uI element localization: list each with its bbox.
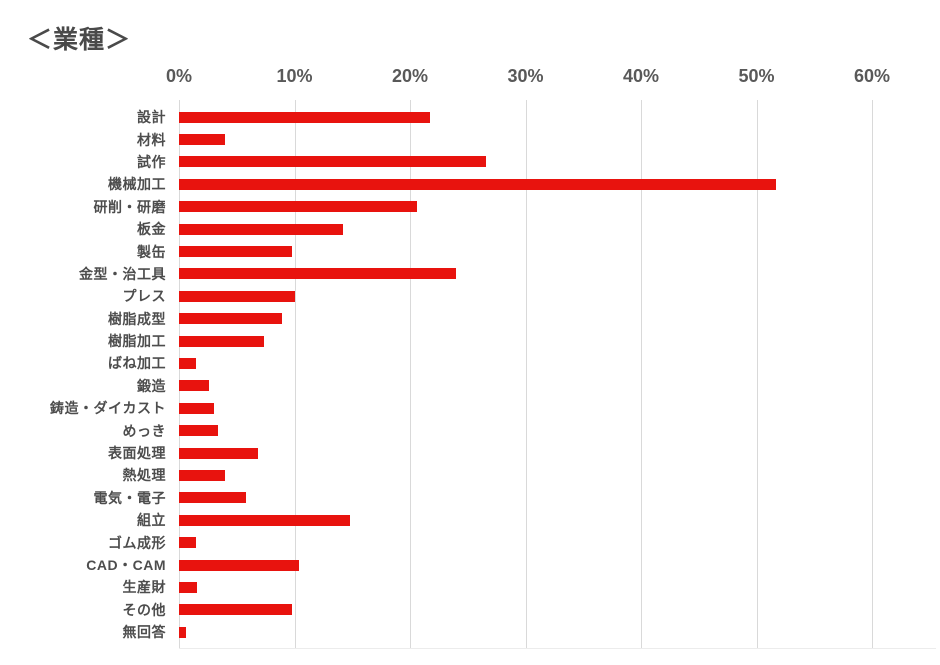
gridline xyxy=(872,100,873,648)
bar-row xyxy=(179,151,936,173)
bar-row xyxy=(179,106,936,128)
bar-row xyxy=(179,218,936,240)
gridline xyxy=(525,100,527,648)
bar-row xyxy=(179,128,936,150)
bar-ばね加工 xyxy=(179,357,197,369)
category-label: 鍛造 xyxy=(137,377,166,394)
bar-製缶 xyxy=(179,246,293,258)
bar-材料 xyxy=(179,134,226,146)
category-label: その他 xyxy=(122,601,166,618)
bar-row xyxy=(179,352,936,374)
category-label: 生産財 xyxy=(122,579,166,596)
y-axis-category-labels: 設計材料試作機械加工研削・研磨板金製缶金型・治工具プレス樹脂成型樹脂加工ばね加工… xyxy=(0,100,166,643)
bar-めっき xyxy=(179,425,219,437)
bar-電気・電子 xyxy=(179,492,246,504)
category-label: めっき xyxy=(122,422,166,439)
category-label: 板金 xyxy=(137,221,166,238)
x-tick-label: 40% xyxy=(622,66,660,86)
bar-row xyxy=(179,487,936,509)
bar-設計 xyxy=(179,111,430,123)
bar-無回答 xyxy=(179,626,186,638)
category-label: 研削・研磨 xyxy=(93,198,166,215)
x-tick-label: 0% xyxy=(165,66,193,86)
bar-金型・治工具 xyxy=(179,268,457,280)
category-label: CAD・CAM xyxy=(86,557,166,573)
category-label: 設計 xyxy=(137,109,166,126)
x-axis: 0% 10% 20% 30% 40% 50% 60% xyxy=(0,66,940,92)
bar-プレス xyxy=(179,290,295,302)
category-label: ゴム成形 xyxy=(108,534,166,551)
x-tick-label: 50% xyxy=(738,66,775,86)
category-label: 電気・電子 xyxy=(93,489,166,506)
bar-row xyxy=(179,397,936,419)
bar-熱処理 xyxy=(179,469,226,481)
category-label: 金型・治工具 xyxy=(79,265,166,282)
bar-板金 xyxy=(179,223,343,235)
bar-row xyxy=(179,464,936,486)
bar-row xyxy=(179,621,936,643)
bar-row xyxy=(179,531,936,553)
bar-鋳造・ダイカスト xyxy=(179,402,214,414)
category-label: 試作 xyxy=(137,153,166,170)
bar-row xyxy=(179,442,936,464)
gridline xyxy=(410,100,411,648)
bar-表面処理 xyxy=(179,447,258,459)
gridline xyxy=(756,100,758,648)
x-tick-label: 20% xyxy=(391,66,429,86)
x-tick-label: 30% xyxy=(507,66,544,86)
bar-row xyxy=(179,330,936,352)
category-label: プレス xyxy=(122,288,166,305)
chart-title: ＜業種＞ xyxy=(27,26,132,54)
category-label: 無回答 xyxy=(122,624,166,641)
bar-ゴム成形 xyxy=(179,537,197,549)
bar-row xyxy=(179,285,936,307)
bar-鍛造 xyxy=(179,380,210,392)
category-label: 製缶 xyxy=(137,243,166,260)
category-label: 熱処理 xyxy=(122,467,166,484)
category-label: 樹脂成型 xyxy=(108,310,166,327)
bar-樹脂成型 xyxy=(179,313,282,325)
gridline xyxy=(179,100,180,648)
category-label: 材料 xyxy=(137,131,166,148)
bars-container xyxy=(179,100,936,648)
bar-生産財 xyxy=(179,581,198,593)
bar-樹脂加工 xyxy=(179,335,265,347)
bar-row xyxy=(179,599,936,621)
category-label: 鋳造・ダイカスト xyxy=(50,400,166,417)
category-label: 樹脂加工 xyxy=(108,333,166,350)
bar-row xyxy=(179,509,936,531)
bar-row xyxy=(179,419,936,441)
gridline xyxy=(641,100,642,648)
category-label: ばね加工 xyxy=(108,355,166,372)
x-tick-label: 60% xyxy=(853,66,891,86)
bar-row xyxy=(179,173,936,195)
x-tick-label: 10% xyxy=(276,66,313,86)
gridline xyxy=(294,100,296,648)
category-label: 機械加工 xyxy=(108,176,166,193)
plot-area xyxy=(179,100,936,649)
bar-組立 xyxy=(179,514,350,526)
bar-CAD・CAM xyxy=(179,559,300,571)
bar-row xyxy=(179,375,936,397)
bar-row xyxy=(179,196,936,218)
bar-その他 xyxy=(179,604,293,616)
bar-研削・研磨 xyxy=(179,201,417,213)
bar-機械加工 xyxy=(179,178,777,190)
bar-row xyxy=(179,576,936,598)
bar-row xyxy=(179,240,936,262)
bar-試作 xyxy=(179,156,487,168)
bar-row xyxy=(179,308,936,330)
bar-row xyxy=(179,554,936,576)
category-label: 組立 xyxy=(137,512,166,529)
bar-row xyxy=(179,263,936,285)
category-label: 表面処理 xyxy=(108,445,166,462)
